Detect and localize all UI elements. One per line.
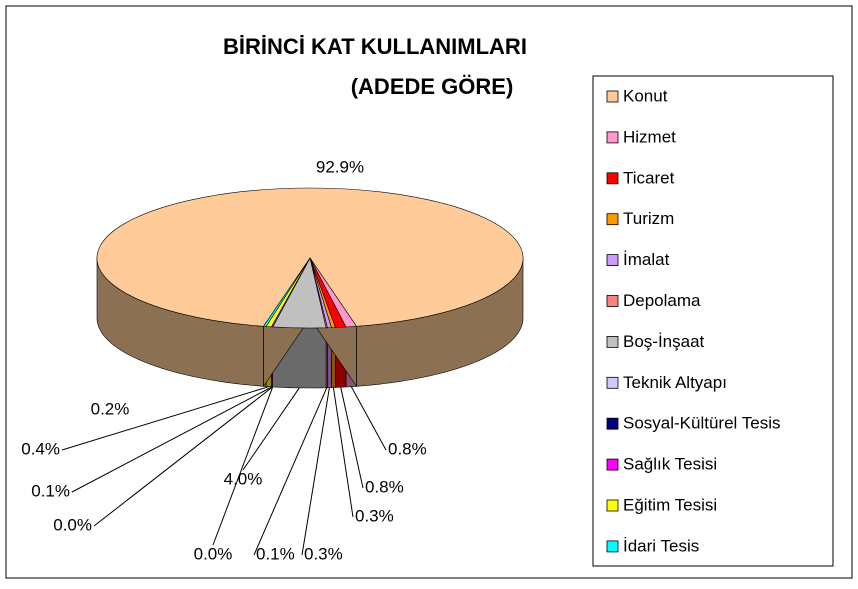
- data-label: 0.3%: [304, 544, 343, 563]
- data-label: 0.8%: [388, 439, 427, 458]
- legend-label: Sağlık Tesisi: [623, 455, 717, 474]
- leader-line: [61, 386, 269, 451]
- legend-label: Depolama: [623, 291, 701, 310]
- legend-swatch: [606, 254, 619, 267]
- legend-swatch: [606, 172, 619, 185]
- legend-swatch: [606, 131, 619, 144]
- data-label: 0.0%: [194, 544, 233, 563]
- data-label: 0.8%: [365, 477, 404, 496]
- legend-label: Eğitim Tesisi: [623, 495, 717, 514]
- data-label: 0.3%: [355, 506, 394, 525]
- legend-swatch: [606, 499, 619, 512]
- leader-line: [242, 387, 300, 471]
- legend-swatch: [606, 376, 619, 389]
- legend-label: Konut: [623, 86, 668, 105]
- leader-line: [350, 386, 387, 451]
- data-label: 0.0%: [53, 515, 92, 534]
- legend-label: İdari Tesis: [623, 536, 699, 555]
- leader-line: [93, 386, 273, 527]
- legend-swatch: [606, 417, 619, 430]
- data-label: 0.2%: [91, 399, 130, 418]
- legend-swatch: [606, 540, 619, 553]
- leader-line: [340, 387, 364, 489]
- data-label: 0.1%: [256, 544, 295, 563]
- legend-label: Turizm: [623, 209, 674, 228]
- legend-label: Hizmet: [623, 127, 676, 146]
- legend-swatch: [606, 213, 619, 226]
- legend-swatch: [606, 458, 619, 471]
- data-label: 92.9%: [316, 157, 364, 176]
- legend-swatch: [606, 335, 619, 348]
- legend-label: Boş-İnşaat: [623, 332, 705, 351]
- legend-label: Teknik Altyapı: [623, 373, 727, 392]
- pie-slice: [96, 187, 524, 327]
- data-label: 0.4%: [21, 439, 60, 458]
- legend-swatch: [606, 295, 619, 307]
- legend-swatch: [606, 90, 619, 103]
- chart-title: BİRİNCİ KAT KULLANIMLARI: [223, 34, 527, 59]
- pie-slice: [262, 257, 311, 327]
- leader-line: [212, 386, 274, 546]
- data-label: 4.0%: [224, 469, 263, 488]
- leader-line: [332, 387, 354, 518]
- legend-box: [592, 75, 834, 567]
- legend-label: Ticaret: [623, 168, 675, 187]
- legend-label: İmalat: [623, 250, 670, 269]
- leader-line: [253, 387, 328, 556]
- chart-title: (ADEDE GÖRE): [351, 74, 514, 99]
- leader-line: [301, 387, 330, 556]
- leader-line: [71, 386, 273, 493]
- legend-label: Sosyal-Kültürel Tesis: [623, 414, 780, 433]
- data-label: 0.1%: [31, 481, 70, 500]
